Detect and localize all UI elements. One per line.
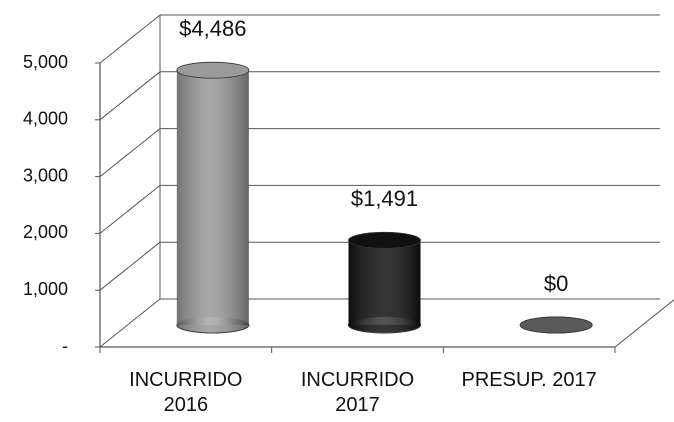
x-tick-label: INCURRIDO 2016 (129, 369, 243, 416)
grid-line (99, 71, 161, 121)
y-tick-label: 3,000 (23, 165, 68, 185)
y-tick-label: 4,000 (23, 109, 68, 129)
grid-line (99, 14, 161, 64)
x-tick-label: PRESUP. 2017 (461, 369, 597, 391)
y-tick-label: 5,000 (23, 52, 68, 72)
y-tick-label: - (62, 336, 68, 356)
bar-top (176, 61, 250, 79)
x-tick-label: INCURRIDO 2017 (300, 369, 415, 416)
grid-line (99, 128, 161, 177)
data-label: $0 (544, 271, 568, 296)
y-tick-label: 2,000 (23, 222, 68, 242)
data-label: $1,491 (351, 186, 418, 211)
floor-edge (614, 299, 674, 348)
bar-base (176, 317, 249, 333)
data-label: $4,486 (179, 16, 246, 41)
bar-shade (176, 70, 249, 326)
grid-line (99, 298, 161, 348)
grid-line (99, 241, 161, 291)
bar-base (348, 317, 421, 333)
bar-shade (348, 240, 421, 325)
bar-top (348, 231, 421, 249)
bar-top (519, 316, 593, 334)
grid-line (99, 185, 161, 234)
y-tick-label: 1,000 (23, 279, 68, 299)
